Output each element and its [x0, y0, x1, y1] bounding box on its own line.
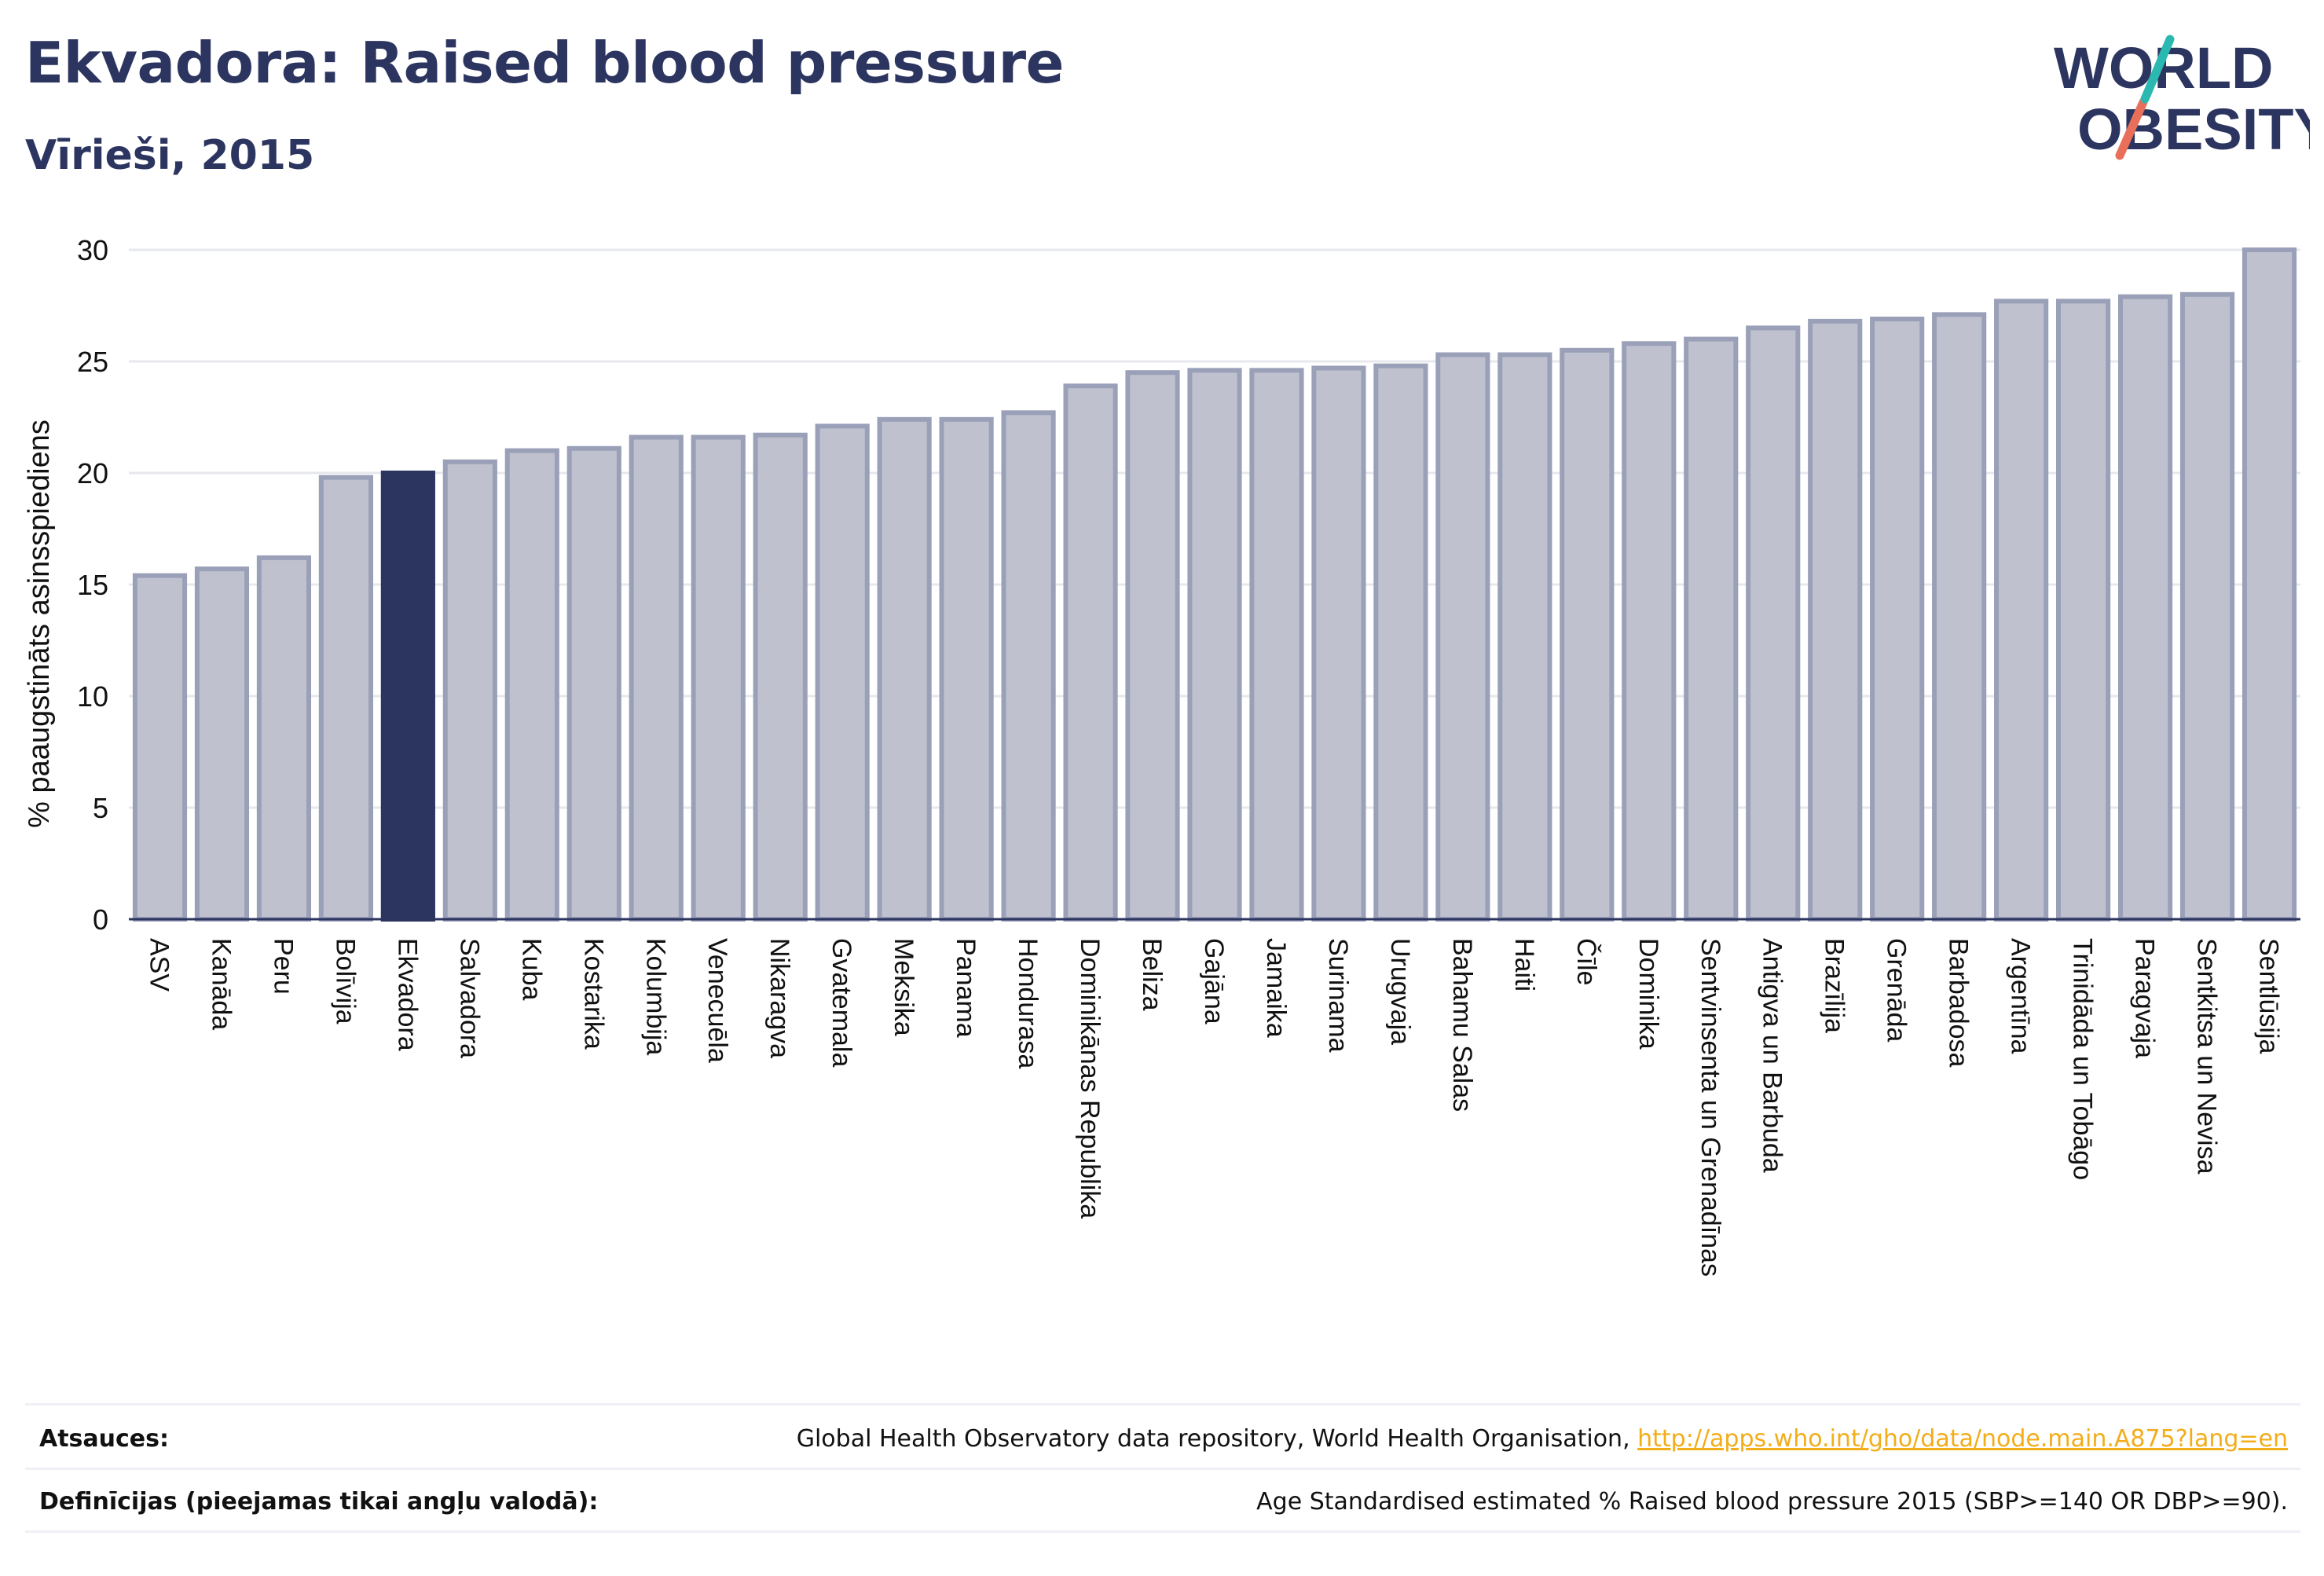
x-axis-ticks: ASV Kanāda Peru Bolīvija Ekvadora Salvadora Ku…	[144, 938, 2283, 1277]
y-tick-label: 10	[77, 680, 108, 713]
x-tick-label: Dominikānas Republika	[1075, 938, 1105, 1219]
bar	[132, 573, 188, 922]
bar	[1994, 299, 2049, 922]
bar	[815, 423, 870, 922]
bar	[1311, 365, 1366, 922]
bar	[691, 434, 746, 922]
bars	[129, 247, 2300, 922]
y-axis-ticks: 0 5 10 15 20 25 30	[77, 234, 108, 936]
x-tick-label: Sentlūsija	[2254, 938, 2284, 1054]
bar	[1001, 410, 1056, 922]
x-tick-label: Bolīvija	[330, 938, 360, 1024]
x-tick-label: Haiti	[1509, 938, 1539, 991]
bar	[2117, 294, 2173, 922]
x-tick-label: Panama	[951, 938, 981, 1038]
x-tick-label: Beliza	[1137, 938, 1167, 1011]
x-tick-label: Argentīna	[2006, 938, 2036, 1054]
bar-highlighted	[380, 471, 435, 922]
footer-divider-top	[25, 1403, 2300, 1406]
x-tick-label: Gajāna	[1199, 938, 1229, 1024]
bar	[2056, 299, 2111, 922]
x-tick-label: Trinidāda un Tobāgo	[2068, 938, 2098, 1180]
sources-label: Atsauces:	[39, 1425, 169, 1453]
x-tick-label: Venecuēla	[702, 938, 732, 1063]
x-tick-label: Nikaragva	[764, 938, 794, 1058]
x-tick-label: Bahamu Salas	[1447, 938, 1477, 1112]
y-tick-label: 25	[77, 346, 108, 378]
bar	[1249, 368, 1304, 922]
bar	[566, 445, 621, 922]
x-tick-label: Kostarika	[578, 938, 608, 1050]
sources-value: Global Health Observatory data repositor…	[797, 1425, 2288, 1453]
logo-slash-bottom	[2115, 97, 2148, 160]
bar	[504, 448, 559, 922]
bar	[1684, 336, 1739, 922]
x-tick-label: Sentvinsenta un Grenadīnas	[1695, 938, 1725, 1277]
bar	[1808, 318, 1863, 922]
x-tick-label: Kolumbija	[640, 938, 670, 1055]
bar	[1187, 368, 1242, 922]
bar	[1932, 312, 1987, 922]
definitions-label: Definīcijas (pieejamas tikai angļu valod…	[39, 1488, 599, 1516]
definitions-value: Age Standardised estimated % Raised bloo…	[1256, 1488, 2288, 1516]
x-tick-label: Dominika	[1633, 938, 1663, 1050]
bar	[194, 566, 250, 922]
x-tick-label: Hondurasa	[1013, 938, 1043, 1068]
bar	[1063, 383, 1118, 922]
x-tick-label: Paragvaja	[2130, 938, 2160, 1058]
x-tick-label: Urugvaja	[1385, 938, 1415, 1045]
bar	[2242, 247, 2297, 922]
sources-link[interactable]: http://apps.who.int/gho/data/node.main.A…	[1637, 1425, 2288, 1453]
y-tick-label: 15	[77, 569, 108, 601]
page-subtitle: Vīrieši, 2015	[25, 132, 315, 179]
x-tick-label: Meksika	[889, 938, 918, 1036]
y-tick-label: 0	[93, 903, 108, 936]
bar	[1560, 347, 1615, 922]
x-tick-label: Kanāda	[206, 938, 236, 1030]
logo-slash-top	[2140, 35, 2175, 104]
bar	[2179, 291, 2235, 922]
x-tick-label: Grenāda	[1882, 938, 1912, 1042]
sources-text: Global Health Observatory data repositor…	[796, 1425, 1638, 1453]
bar	[1746, 325, 1801, 922]
bar	[1497, 352, 1552, 922]
bar	[1373, 363, 1428, 922]
footer-divider-bottom	[25, 1530, 2300, 1533]
x-tick-label: Antigva un Barbuda	[1758, 938, 1787, 1173]
bar	[442, 459, 497, 922]
x-tick-label: ASV	[144, 938, 174, 991]
bar	[318, 475, 373, 922]
bar	[629, 434, 684, 922]
x-tick-label: Peru	[268, 938, 298, 995]
x-tick-label: Ekvadora	[392, 938, 422, 1051]
logo-line2: OBESITY	[2077, 97, 2310, 162]
x-tick-label: Surinama	[1323, 938, 1353, 1053]
x-tick-label: Čīle	[1571, 938, 1601, 985]
footer-divider-middle	[25, 1468, 2300, 1470]
bar	[1870, 317, 1925, 922]
x-tick-label: Gvatemala	[827, 938, 856, 1067]
bar	[256, 555, 312, 922]
x-tick-label: Brazīlija	[1820, 938, 1849, 1033]
y-tick-label: 5	[93, 792, 108, 824]
x-tick-label: Jamaika	[1261, 938, 1291, 1038]
bar	[877, 416, 932, 922]
bar	[939, 416, 994, 922]
y-tick-label: 20	[77, 457, 108, 489]
bar-chart: 0 5 10 15 20 25 30 ASV Kanāda Peru Bolīvija Ekvado…	[23, 234, 2300, 1277]
bar	[1435, 352, 1490, 922]
x-tick-label: Sentkitsa un Nevisa	[2192, 938, 2222, 1175]
bar	[753, 432, 808, 922]
x-tick-label: Kuba	[516, 938, 546, 1000]
y-axis-label: % paaugstināts asinsspiediens	[23, 420, 56, 828]
bar	[1125, 370, 1180, 922]
world-obesity-logo: WORLD OBESITY	[2054, 35, 2310, 162]
y-tick-label: 30	[77, 234, 108, 266]
page-title: Ekvadora: Raised blood pressure	[25, 30, 1064, 96]
bar	[1622, 341, 1677, 922]
x-tick-label: Salvadora	[454, 938, 484, 1058]
x-tick-label: Barbadosa	[1944, 938, 1974, 1068]
